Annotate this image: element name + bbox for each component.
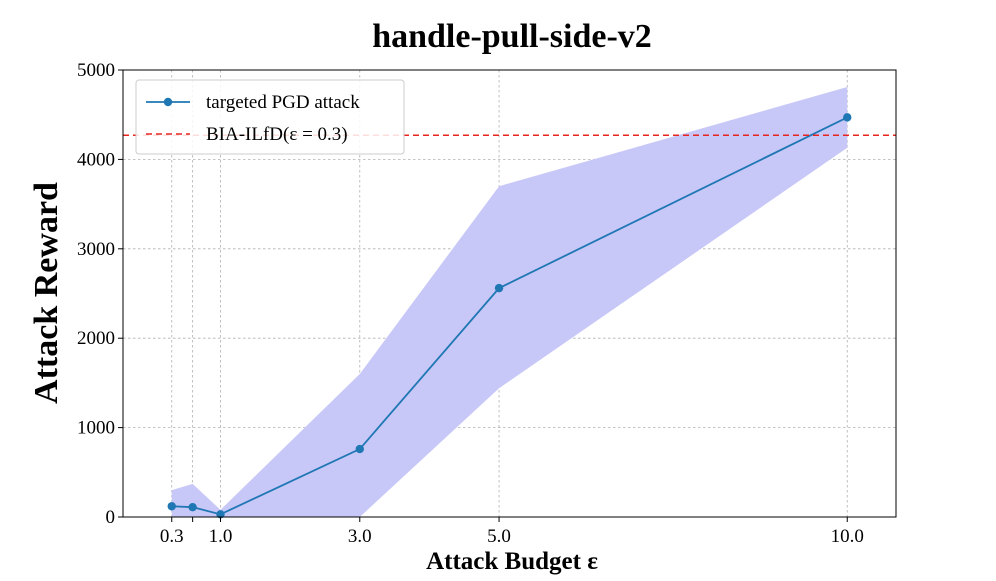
chart-title: handle-pull-side-v2	[372, 18, 652, 55]
legend: targeted PGD attack BIA-ILfD(ε = 0.3)	[135, 79, 405, 155]
x-axis-ticks: 0.3 1.0 3.0 5.0 10.0	[160, 517, 864, 547]
x-tick-label: 0.3	[160, 526, 184, 547]
x-tick-label: 10.0	[831, 526, 864, 547]
y-axis-label: Attack Reward	[28, 182, 65, 404]
x-axis-label: Attack Budget ε	[426, 548, 598, 575]
x-tick-label: 5.0	[487, 526, 511, 547]
y-tick-label: 0	[106, 507, 116, 528]
legend-box	[135, 79, 405, 155]
data-point	[843, 113, 852, 122]
y-tick-label: 5000	[77, 60, 115, 81]
y-axis-ticks: 0 1000 2000 3000 4000 5000	[77, 60, 123, 528]
legend-label: BIA-ILfD(ε = 0.3)	[206, 124, 348, 145]
data-point-layer	[167, 113, 852, 519]
x-tick-label: 3.0	[348, 526, 372, 547]
y-tick-label: 2000	[77, 328, 115, 349]
data-point	[355, 444, 364, 454]
data-point	[188, 502, 197, 512]
y-tick-label: 4000	[77, 149, 115, 170]
plot-frame	[122, 69, 897, 518]
data-point	[494, 283, 504, 293]
y-tick-label: 3000	[77, 239, 115, 260]
confidence-band-layer	[171, 86, 848, 518]
legend-marker	[163, 97, 173, 107]
legend-label: targeted PGD attack	[206, 92, 360, 113]
data-point	[167, 502, 176, 511]
x-tick-label: 1.0	[209, 526, 233, 547]
confidence-band	[171, 86, 848, 518]
data-point	[216, 510, 225, 519]
y-tick-label: 1000	[77, 418, 115, 439]
